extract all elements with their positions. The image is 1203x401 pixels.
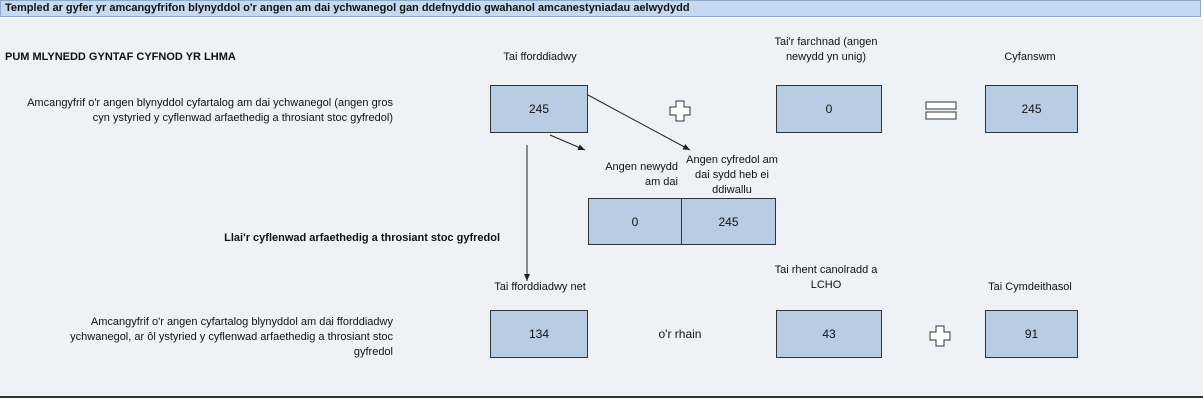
section-title: PUM MLYNEDD GYNTAF CYFNOD YR LHMA	[5, 51, 236, 63]
column-head: Tai'r farchnad (angen newydd yn unig)	[774, 36, 878, 63]
column-head: Tai Cymdeithasol	[988, 281, 1072, 293]
value-box: 245	[681, 198, 776, 245]
value-box: 43	[776, 310, 882, 358]
plus-icon	[669, 100, 691, 122]
column-head: Tai rhent canolradd a LCHO	[774, 264, 878, 291]
value-box: 245	[985, 85, 1078, 133]
plus-icon	[929, 325, 951, 347]
split-label: Angen cyfredol am dai sydd heb ei ddiwal…	[686, 154, 778, 196]
arrow	[587, 94, 691, 151]
column-head: Tai fforddiadwy	[503, 51, 577, 63]
value-box: 134	[490, 310, 588, 358]
value-box: 0	[776, 85, 882, 133]
connector: o'r rhain	[658, 327, 702, 341]
value-box: 91	[985, 310, 1078, 358]
deduction-label: Llai'r cyflenwad arfaethedig a throsiant…	[224, 232, 500, 244]
row-label: Amcangyfrif o'r angen cyfartalog blynydd…	[70, 316, 393, 358]
row-label: Amcangyfrif o'r angen blynyddol cyfartal…	[27, 97, 393, 124]
value-box: 0	[588, 198, 682, 245]
equals-icon	[925, 111, 957, 120]
arrow	[549, 134, 586, 151]
equals-icon	[925, 101, 957, 110]
column-head: Cyfanswm	[1004, 51, 1056, 63]
value-box: 245	[490, 85, 588, 133]
column-head: Tai fforddiadwy net	[494, 281, 586, 293]
split-label: Angen newydd am dai	[605, 161, 678, 188]
header-title: Templed ar gyfer yr amcangyfrifon blynyd…	[0, 0, 1201, 17]
